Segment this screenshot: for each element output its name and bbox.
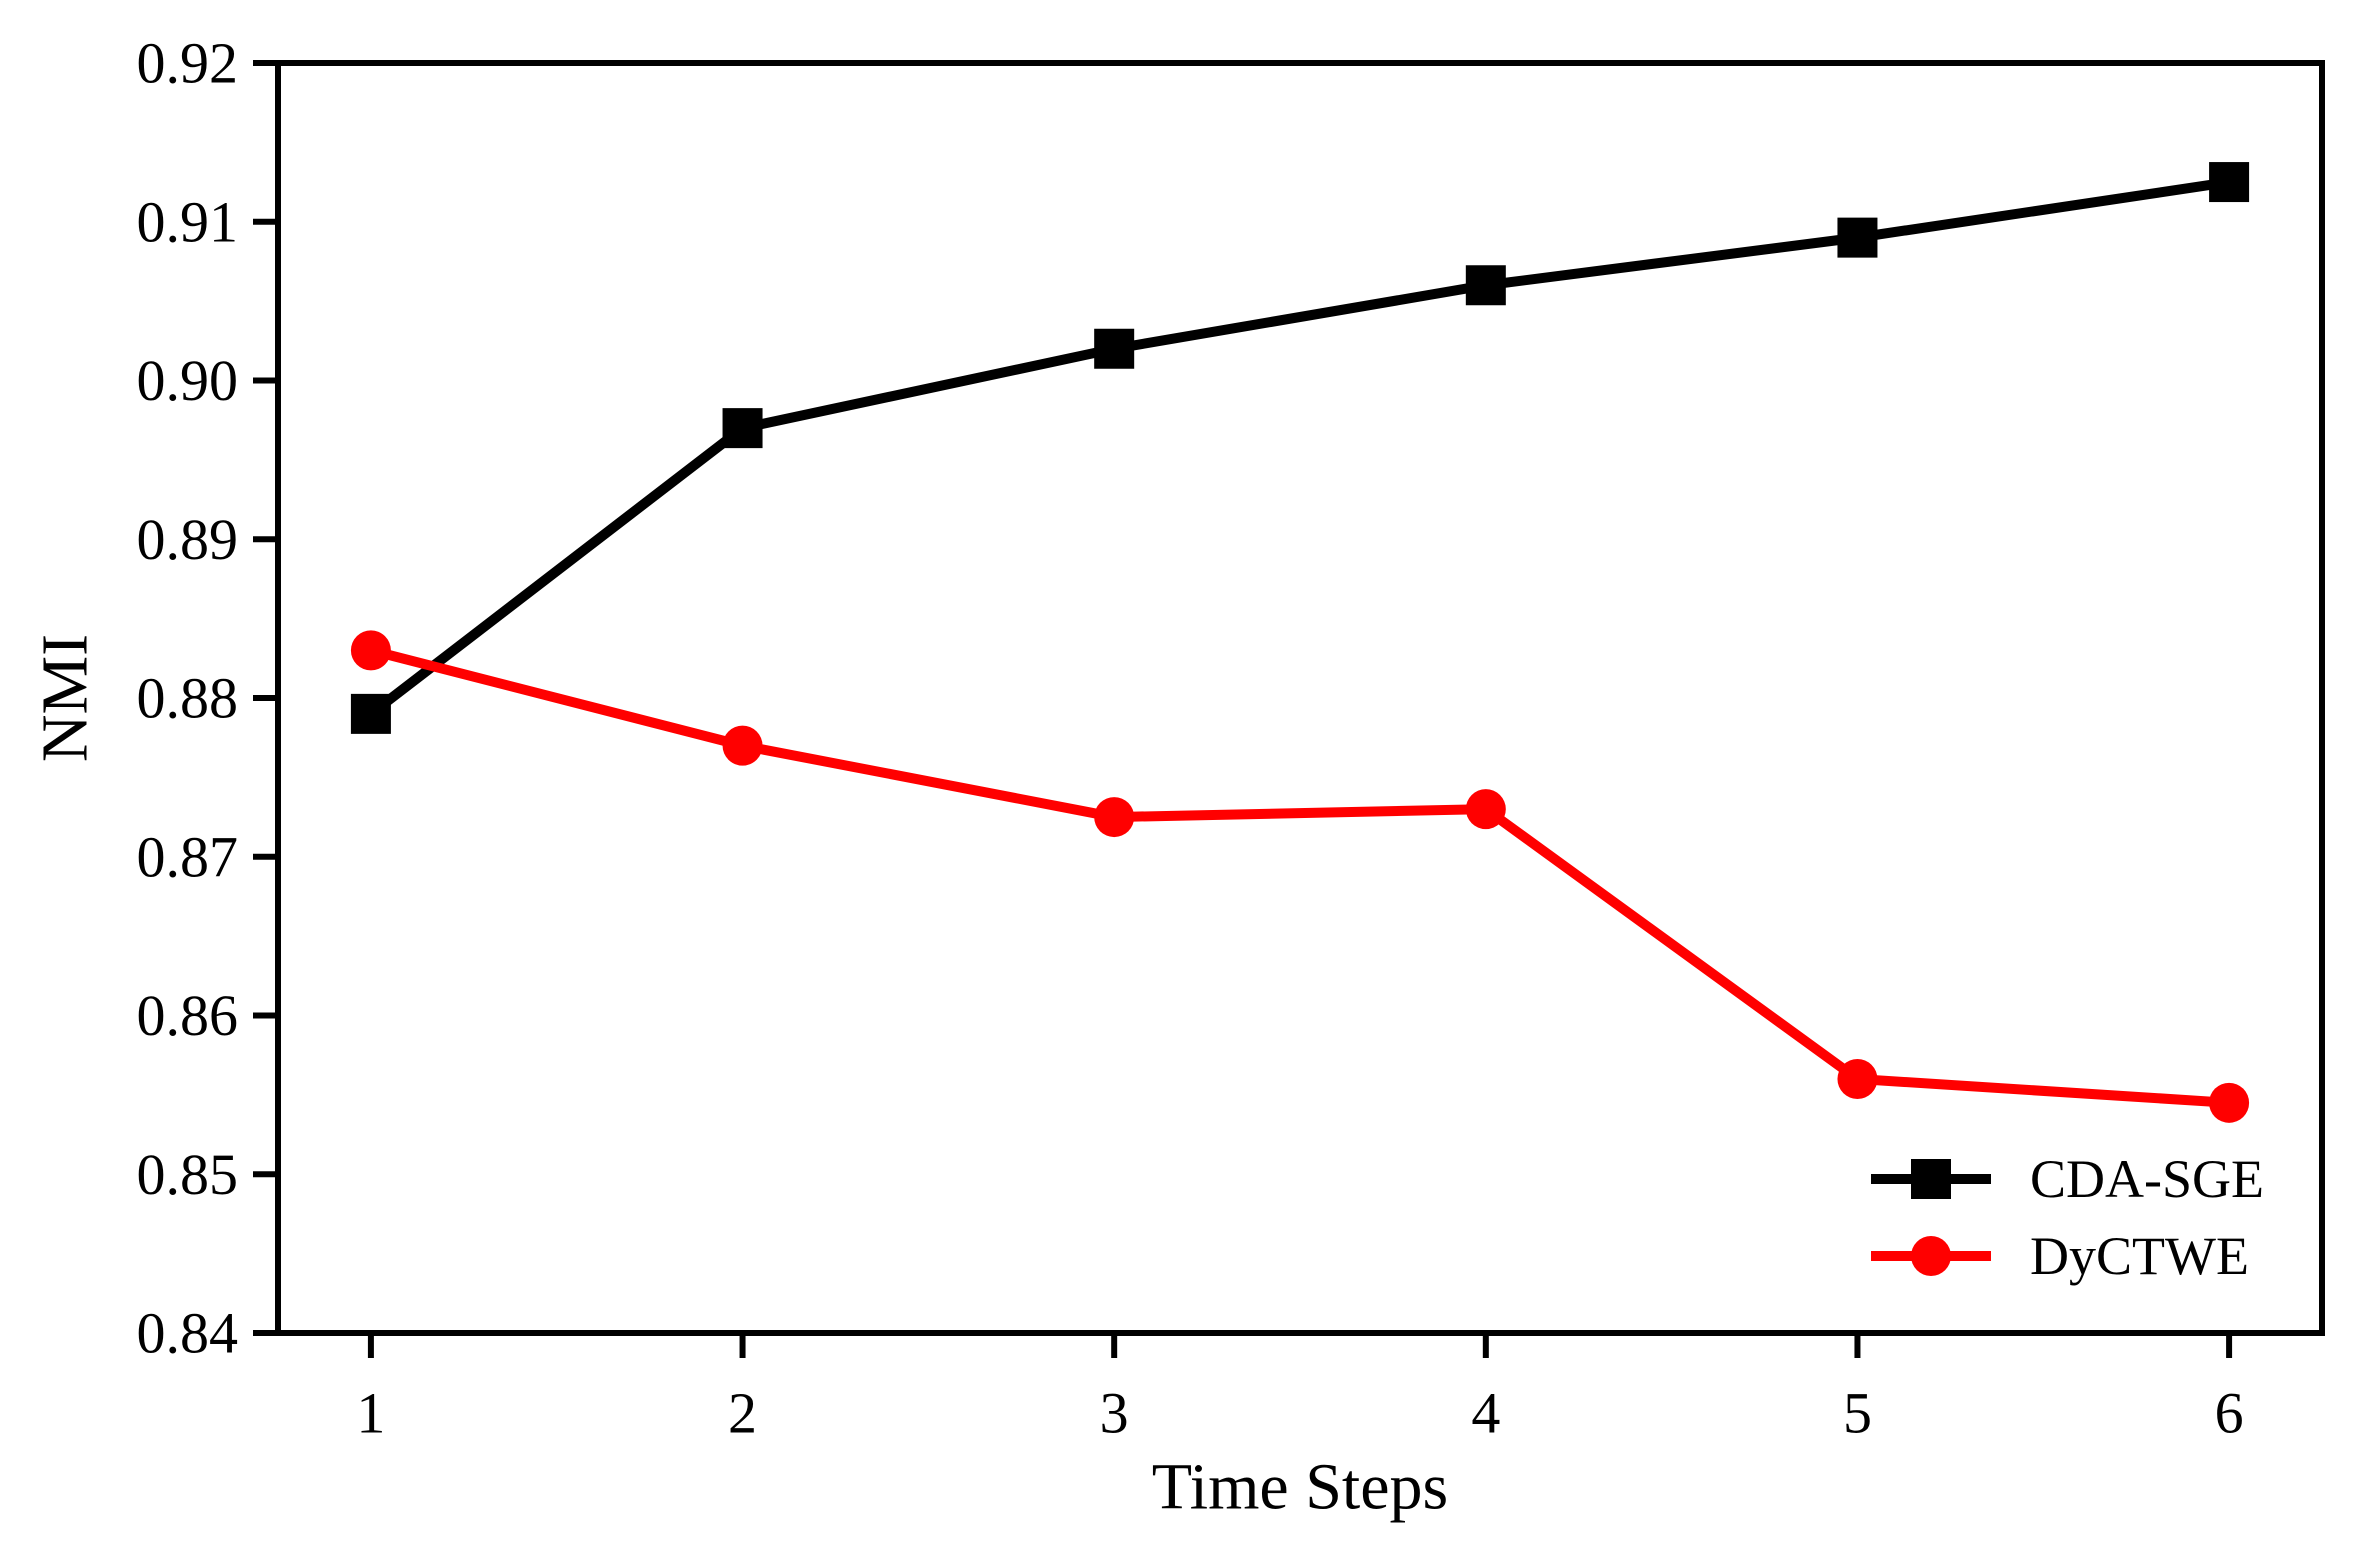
y-tick-label: 0.84 [137, 1301, 239, 1366]
x-axis-title: Time Steps [1152, 1451, 1448, 1524]
x-tick-label: 6 [2215, 1381, 2244, 1446]
x-tick-label: 1 [356, 1381, 385, 1446]
legend-label-cda-sge: CDA-SGE [2030, 1149, 2264, 1209]
series-dyctwe [350, 630, 2250, 1123]
y-tick-label: 0.89 [137, 507, 239, 572]
legend-markers [1871, 1159, 1991, 1276]
legend-label-dyctwe: DyCTWE [2030, 1226, 2249, 1286]
data-point-square [722, 408, 763, 449]
y-tick-label: 0.92 [137, 31, 239, 96]
data-point-circle [350, 630, 391, 671]
data-point-circle [1094, 797, 1135, 838]
data-point-circle [2209, 1082, 2250, 1123]
axes-spines [275, 60, 2325, 1336]
x-tick-label: 5 [1843, 1381, 1872, 1446]
x-tick-label: 3 [1100, 1381, 1129, 1446]
x-tick-label: 4 [1471, 1381, 1500, 1446]
y-tick-label: 0.87 [137, 824, 239, 889]
y-tick-label: 0.91 [137, 189, 239, 254]
y-tick-label: 0.86 [137, 983, 239, 1048]
data-point-circle [1837, 1059, 1878, 1099]
series-line [367, 177, 2230, 718]
series-cda-sge [350, 162, 2250, 734]
x-axis: 1 2 3 4 5 6 [356, 1333, 2244, 1446]
legend-marker-square [1911, 1159, 1951, 1199]
data-point-square [1465, 265, 1506, 306]
y-tick-label: 0.85 [137, 1142, 239, 1207]
y-axis: 0.84 0.85 0.86 0.87 0.88 0.89 0.90 0.91 0.92 [137, 31, 278, 1366]
legend-marker-circle [1911, 1236, 1951, 1276]
legend: CDA-SGE DyCTWE [1871, 1149, 2264, 1286]
data-point-square [1837, 217, 1878, 258]
data-point-square [1094, 328, 1135, 369]
y-axis-title: NMI [29, 634, 102, 762]
plot-area: 0.84 0.85 0.86 0.87 0.88 0.89 0.90 0.91 0.92 1 2 3 4… [137, 31, 2325, 1446]
data-point-square [350, 693, 391, 734]
y-tick-label: 0.88 [137, 666, 239, 731]
series-line [369, 645, 2230, 1108]
data-point-circle [722, 725, 763, 766]
y-tick-label: 0.90 [137, 348, 239, 413]
x-tick-label: 2 [728, 1381, 757, 1446]
data-point-circle [1465, 789, 1506, 830]
data-point-square [2209, 162, 2250, 203]
